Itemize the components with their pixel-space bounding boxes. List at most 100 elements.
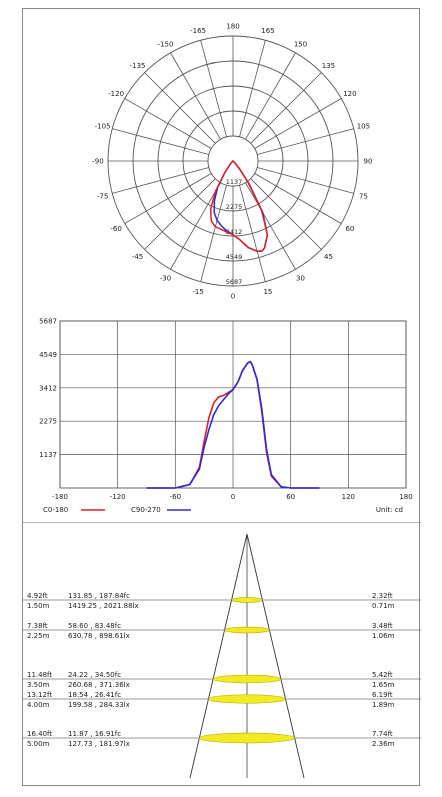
polar-angle-label: 180 bbox=[226, 23, 239, 31]
polar-angle-label: 165 bbox=[261, 27, 274, 35]
polar-angle-label: -30 bbox=[160, 274, 171, 282]
line-x-tick-label: 120 bbox=[342, 493, 355, 501]
polar-radial-label: 3412 bbox=[226, 228, 243, 236]
legend-label-c0-180: C0-180 bbox=[43, 506, 68, 514]
distance-feet: 16.40ft bbox=[27, 730, 52, 738]
polar-spoke bbox=[144, 178, 216, 250]
polar-angle-label: 60 bbox=[345, 225, 354, 233]
light-spot-ellipse bbox=[224, 626, 270, 634]
polar-angle-label: -60 bbox=[110, 225, 121, 233]
spot-width-meters: 2.36m bbox=[372, 740, 395, 748]
polar-angle-label: 45 bbox=[324, 253, 333, 261]
light-spot-ellipse bbox=[208, 694, 286, 704]
polar-radial-label: 1137 bbox=[226, 178, 243, 186]
illuminance-lx: 260.68 , 371.36lx bbox=[68, 681, 130, 689]
polar-angle-label: -150 bbox=[158, 41, 174, 49]
distance-meters: 4.00m bbox=[27, 701, 50, 709]
polar-angle-label: 135 bbox=[322, 62, 335, 70]
line-x-tick-label: 60 bbox=[286, 493, 295, 501]
distance-feet: 13.12ft bbox=[27, 691, 52, 699]
polar-angle-label: -90 bbox=[92, 158, 103, 166]
illuminance-lx: 199.58 , 284.33lx bbox=[68, 701, 130, 709]
polar-spoke bbox=[245, 52, 296, 140]
line-y-tick-label: 4549 bbox=[39, 351, 57, 359]
polar-angle-label: 30 bbox=[296, 274, 305, 282]
polar-angle-label: -15 bbox=[192, 288, 203, 296]
line-y-tick-label: 2275 bbox=[39, 418, 57, 426]
distance-feet: 7.38ft bbox=[27, 622, 48, 630]
line-series-c90-270 bbox=[146, 360, 320, 489]
polar-angle-label: -120 bbox=[108, 90, 124, 98]
illuminance-fc: 58.60 , 83.48fc bbox=[68, 622, 121, 630]
polar-spoke bbox=[239, 40, 266, 137]
polar-spoke bbox=[250, 178, 322, 250]
polar-spoke bbox=[257, 128, 354, 155]
illuminance-cone-diagram: 4.92ft 1.50m 131.85 , 187.84fc 1419.25 , 20… bbox=[23, 522, 421, 779]
spot-width-meters: 1.89m bbox=[372, 701, 395, 709]
polar-radial-label: 2275 bbox=[226, 203, 243, 211]
distance-meters: 1.50m bbox=[27, 602, 50, 610]
line-y-tick-label: 1137 bbox=[39, 451, 57, 459]
polar-spoke bbox=[200, 40, 227, 137]
polar-spoke bbox=[170, 182, 221, 270]
polar-angle-label: -165 bbox=[190, 27, 206, 35]
polar-angle-label: 150 bbox=[294, 41, 307, 49]
distance-feet: 11.48ft bbox=[27, 671, 52, 679]
polar-angle-label: -45 bbox=[132, 253, 143, 261]
line-x-tick-label: -120 bbox=[110, 493, 126, 501]
polar-radial-label: 4549 bbox=[226, 253, 243, 261]
polar-radial-label: 5687 bbox=[226, 278, 243, 286]
illuminance-lx: 1419.25 , 2021.88lx bbox=[68, 602, 139, 610]
polar-angle-label: 0 bbox=[231, 293, 235, 300]
polar-spoke bbox=[250, 72, 322, 144]
distance-meters: 2.25m bbox=[27, 632, 50, 640]
polar-angle-label: 75 bbox=[359, 192, 368, 200]
photometric-report: -165 180 165 -150 150 -135 135 -120 120 -105 105 -9… bbox=[22, 8, 421, 786]
distance-meters: 5.00m bbox=[27, 740, 50, 748]
polar-spoke bbox=[144, 72, 216, 144]
polar-angle-label: -105 bbox=[95, 123, 111, 131]
polar-series-c0-180 bbox=[209, 159, 269, 252]
spot-width-meters: 1.65m bbox=[372, 681, 395, 689]
spot-width-meters: 0.71m bbox=[372, 602, 395, 610]
illuminance-lx: 127.73 , 181.97lx bbox=[68, 740, 130, 748]
line-x-tick-label: 180 bbox=[399, 493, 412, 501]
distance-feet: 4.92ft bbox=[27, 592, 48, 600]
illuminance-lx: 630.78 , 898.61lx bbox=[68, 632, 130, 640]
polar-spoke bbox=[124, 98, 212, 149]
spot-width-feet: 3.48ft bbox=[372, 622, 393, 630]
line-x-tick-label: -60 bbox=[170, 493, 181, 501]
candela-line-chart: -180 -120 -60 0 60 120 180 1137 2275 3412 4549 5687… bbox=[39, 318, 413, 515]
polar-spoke bbox=[257, 167, 354, 194]
spot-width-feet: 6.19ft bbox=[372, 691, 393, 699]
line-x-tick-label: 0 bbox=[231, 493, 235, 501]
polar-spoke bbox=[112, 128, 209, 155]
distance-meters: 3.50m bbox=[27, 681, 50, 689]
light-spot-ellipse bbox=[199, 732, 295, 744]
line-x-tick-label: -180 bbox=[52, 493, 68, 501]
light-spot-ellipse bbox=[231, 597, 263, 603]
illuminance-fc: 18.54 , 26.41fc bbox=[68, 691, 121, 699]
polar-angle-label: 15 bbox=[263, 288, 272, 296]
polar-spoke bbox=[124, 173, 212, 224]
legend-label-c90-270: C90-270 bbox=[131, 506, 161, 514]
polar-angle-label: -75 bbox=[97, 192, 108, 200]
polar-spoke bbox=[170, 52, 221, 140]
line-y-tick-label: 3412 bbox=[39, 384, 57, 392]
polar-spoke bbox=[112, 167, 209, 194]
illuminance-fc: 11.87 , 16.91fc bbox=[68, 730, 121, 738]
polar-spoke bbox=[245, 182, 296, 270]
polar-angle-label: 105 bbox=[357, 123, 370, 131]
unit-label: Unit: cd bbox=[376, 506, 403, 514]
polar-angle-label: 90 bbox=[364, 158, 373, 166]
spot-width-feet: 2.32ft bbox=[372, 592, 393, 600]
polar-spoke bbox=[254, 173, 342, 224]
illuminance-fc: 24.22 , 34.50fc bbox=[68, 671, 121, 679]
spot-width-meters: 1.06m bbox=[372, 632, 395, 640]
spot-width-feet: 5.42ft bbox=[372, 671, 393, 679]
polar-angle-label: 120 bbox=[343, 90, 356, 98]
polar-angle-label: -135 bbox=[130, 62, 146, 70]
line-y-tick-label: 5687 bbox=[39, 318, 57, 326]
spot-width-feet: 7.74ft bbox=[372, 730, 393, 738]
